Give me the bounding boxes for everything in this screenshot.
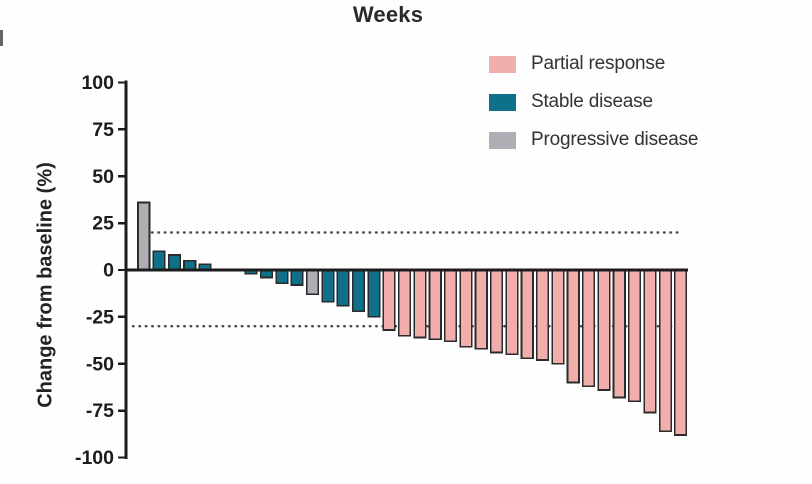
bar: [137, 201, 151, 271]
legend-label-progressive-disease: Progressive disease: [531, 129, 699, 150]
bar: [536, 269, 550, 361]
y-tick-label: 0: [103, 260, 114, 282]
legend-item-progressive-disease: Progressive disease: [489, 128, 698, 152]
bar: [520, 269, 534, 359]
bar: [443, 269, 458, 343]
bar: [658, 269, 672, 433]
bar: [490, 269, 504, 354]
y-tick-label: 50: [92, 166, 114, 188]
bar: [336, 269, 350, 307]
bar: [321, 269, 335, 303]
edge-artifact: [0, 30, 3, 46]
bar: [582, 269, 596, 388]
bar: [674, 269, 688, 436]
legend-swatch-progressive-disease: [489, 131, 516, 149]
bar: [597, 269, 611, 391]
y-tick-label: -75: [86, 400, 114, 422]
bar: [612, 269, 626, 399]
legend: Partial response Stable disease Progress…: [489, 52, 698, 166]
bar: [183, 259, 197, 271]
legend-swatch-partial-response: [489, 55, 516, 73]
bar: [551, 269, 565, 365]
y-tick-label: 75: [92, 119, 114, 141]
bar: [505, 269, 519, 356]
legend-swatch-stable-disease: [489, 93, 516, 111]
bar: [474, 269, 488, 350]
y-tick-label: -100: [75, 447, 114, 469]
bar: [367, 269, 381, 318]
bar: [152, 250, 166, 271]
legend-label-stable-disease: Stable disease: [531, 91, 653, 112]
y-tick-label: 100: [81, 72, 114, 94]
bar: [428, 269, 442, 341]
bar: [275, 269, 289, 284]
y-tick-label: -50: [86, 353, 114, 375]
legend-item-partial-response: Partial response: [489, 52, 698, 76]
bar: [351, 269, 366, 313]
legend-item-stable-disease: Stable disease: [489, 90, 698, 114]
bar: [628, 269, 642, 403]
bar: [413, 269, 427, 339]
y-tick-label: 25: [92, 213, 114, 235]
legend-label-partial-response: Partial response: [531, 53, 666, 74]
bar: [382, 269, 396, 331]
bar: [643, 269, 657, 414]
bar: [290, 269, 304, 286]
bar: [566, 269, 580, 384]
bar: [459, 269, 473, 348]
bar: [305, 269, 320, 296]
y-tick-label: -25: [86, 306, 114, 328]
bar: [167, 254, 181, 271]
bar: [397, 269, 412, 337]
chart-title: Weeks: [352, 2, 424, 27]
